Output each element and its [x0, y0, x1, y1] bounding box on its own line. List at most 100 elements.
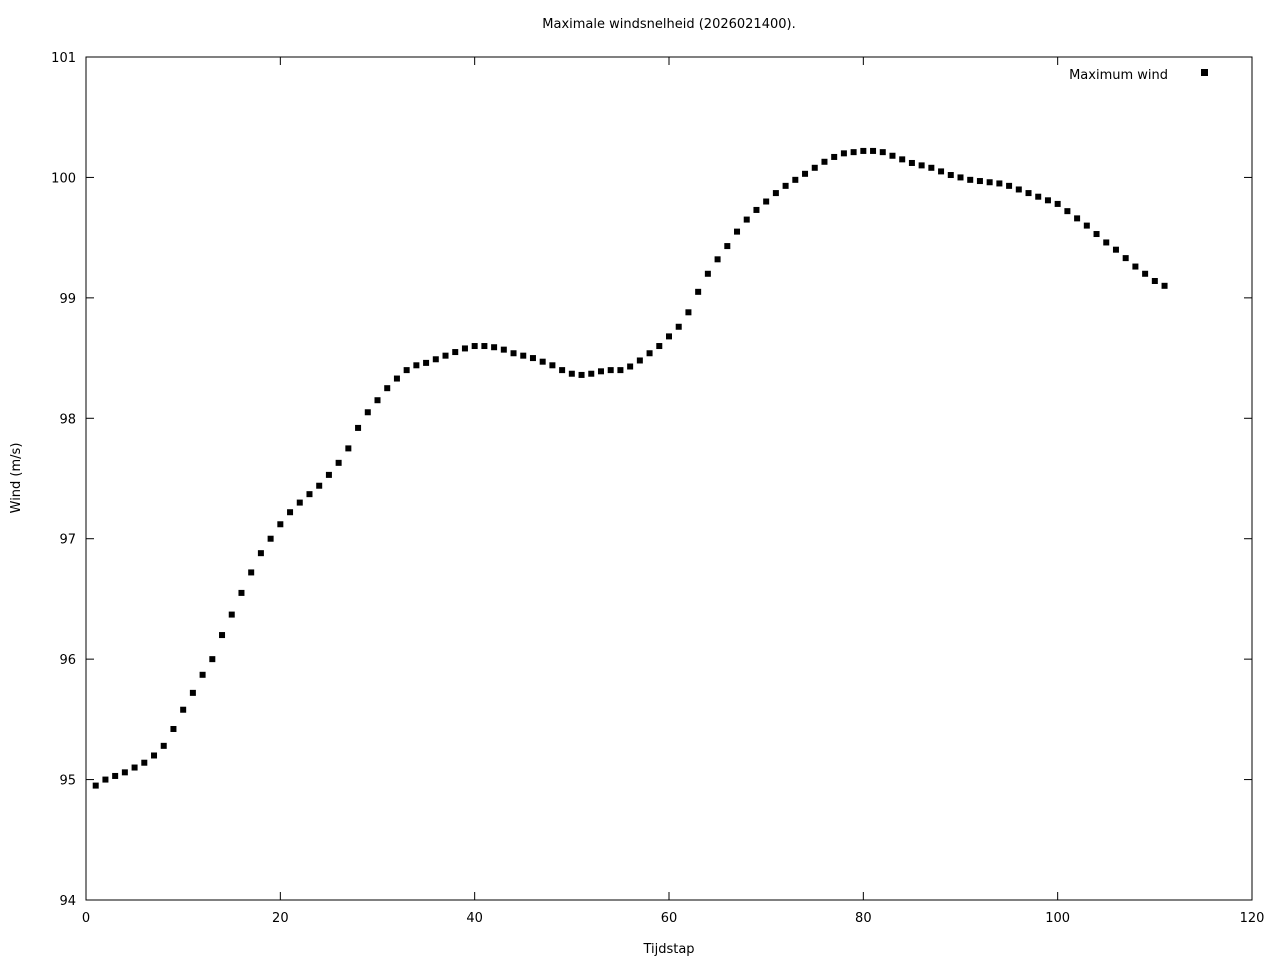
data-point — [442, 352, 449, 359]
data-point — [1074, 215, 1081, 222]
data-point — [996, 180, 1003, 187]
data-point — [471, 343, 478, 350]
data-point — [743, 216, 750, 223]
data-point — [335, 459, 342, 466]
y-tick-label: 94 — [59, 894, 76, 909]
y-axis-label: Wind (m/s) — [9, 443, 24, 514]
data-point — [92, 782, 99, 789]
data-point — [976, 178, 983, 185]
data-point — [423, 359, 430, 366]
data-point — [1044, 197, 1051, 204]
data-point — [121, 769, 128, 776]
data-point — [510, 350, 517, 357]
data-point — [607, 367, 614, 374]
data-point — [840, 150, 847, 157]
data-point — [821, 158, 828, 165]
data-point — [753, 206, 760, 213]
data-points — [92, 147, 1168, 789]
data-point — [666, 333, 672, 340]
data-point — [967, 176, 974, 183]
data-point — [792, 176, 799, 183]
data-point — [325, 471, 332, 478]
data-point — [549, 362, 556, 369]
data-point — [345, 445, 352, 452]
data-point — [393, 375, 400, 382]
data-point — [597, 368, 604, 375]
data-point — [957, 174, 964, 181]
data-point — [1161, 282, 1168, 289]
x-tick-label: 20 — [272, 911, 289, 926]
data-point — [772, 190, 779, 197]
data-point — [870, 147, 877, 154]
data-point — [491, 344, 498, 351]
data-point — [355, 424, 362, 431]
data-point — [947, 172, 954, 179]
data-point — [151, 752, 158, 759]
data-point — [374, 397, 381, 404]
data-point — [199, 671, 206, 678]
data-point — [627, 363, 634, 370]
data-point — [1142, 270, 1149, 277]
data-point — [568, 370, 575, 377]
data-point — [102, 776, 109, 783]
data-point — [1093, 231, 1100, 238]
plot-border — [85, 56, 1253, 901]
data-point — [529, 355, 536, 362]
data-point — [938, 168, 945, 175]
data-point — [1112, 246, 1119, 253]
data-point — [908, 159, 915, 166]
data-point — [209, 656, 216, 663]
x-axis-label: Tijdstap — [642, 942, 694, 957]
x-tick-label: 0 — [82, 911, 90, 926]
data-point — [500, 346, 507, 353]
data-point — [656, 343, 663, 350]
data-point — [850, 149, 857, 156]
y-tick-label: 99 — [59, 292, 76, 307]
data-point — [219, 632, 226, 639]
data-point — [763, 198, 770, 205]
data-point — [277, 521, 284, 528]
data-point — [889, 152, 896, 159]
data-point — [617, 367, 624, 374]
data-point — [432, 356, 439, 363]
data-point — [1015, 186, 1022, 193]
data-point — [452, 349, 459, 356]
data-point — [316, 482, 323, 489]
data-point — [918, 162, 925, 169]
y-tick-label: 98 — [59, 412, 76, 427]
data-point — [287, 509, 294, 516]
x-tick-label: 100 — [1045, 911, 1070, 926]
data-point — [1035, 193, 1042, 200]
data-point — [559, 367, 566, 374]
data-point — [802, 170, 809, 177]
data-point — [860, 147, 867, 154]
data-point — [170, 725, 177, 732]
data-point — [646, 350, 653, 357]
data-point — [928, 164, 935, 171]
data-point — [238, 589, 245, 596]
data-point — [899, 156, 906, 163]
data-point — [403, 367, 410, 374]
chart-title: Maximale windsnelheid (2026021400). — [542, 17, 795, 32]
data-point — [248, 569, 255, 576]
data-point — [228, 611, 235, 618]
y-tick-label: 97 — [59, 533, 76, 548]
data-point — [257, 550, 264, 557]
data-point — [384, 385, 391, 392]
data-point — [141, 759, 148, 766]
data-point — [724, 243, 731, 250]
y-tick-label: 101 — [51, 51, 76, 66]
data-point — [160, 742, 167, 749]
data-point — [782, 182, 789, 189]
data-point — [1103, 239, 1110, 246]
data-point — [296, 499, 303, 506]
data-point — [306, 491, 313, 498]
legend-marker-icon — [1201, 69, 1208, 76]
data-point — [588, 370, 595, 377]
x-tick-label: 40 — [466, 911, 483, 926]
data-point — [539, 358, 546, 365]
data-point — [986, 179, 993, 186]
x-tick-label: 60 — [661, 911, 678, 926]
